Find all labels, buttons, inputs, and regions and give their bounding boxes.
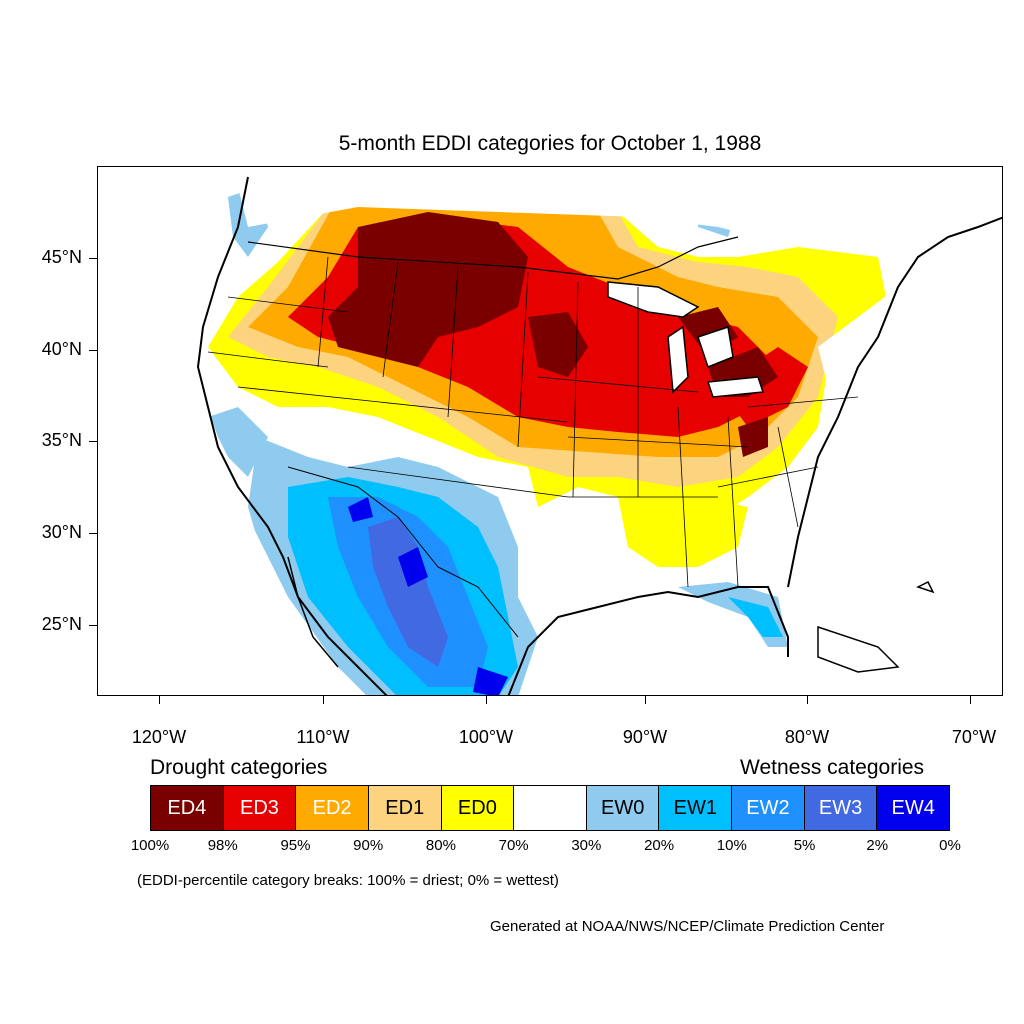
mexico-border	[287, 466, 519, 638]
break-label: 10%	[716, 837, 747, 854]
legend-box-ed4: ED4	[151, 786, 224, 830]
legend-box-ed3: ED3	[223, 786, 297, 830]
legend-box-ed0: ED0	[441, 786, 515, 830]
legend-box-ew2: EW2	[732, 786, 805, 830]
break-label: 2%	[866, 837, 889, 854]
wet-region-florida-ew1	[728, 597, 783, 637]
x-tick-label: 70°W	[951, 727, 997, 747]
map-plot-area	[97, 166, 1003, 696]
wet-region-ew4	[348, 497, 508, 695]
x-tick-label: 80°W	[784, 727, 830, 747]
gulf-of-mexico	[518, 587, 798, 695]
x-tickmark	[807, 696, 808, 704]
gulf-coastline	[507, 586, 789, 695]
caribbean-islands	[817, 580, 935, 673]
break-label: 98%	[207, 837, 238, 854]
x-tickmark	[645, 696, 646, 704]
legend-box-ew0: EW0	[586, 786, 660, 830]
y-tickmark	[89, 258, 97, 259]
y-tickmark	[89, 441, 97, 442]
baja-coast	[287, 556, 339, 668]
legend-box-normal	[514, 786, 587, 830]
break-label: 90%	[353, 837, 384, 854]
drought-ed0-southeast	[618, 497, 748, 567]
drought-categories-heading: Drought categories	[150, 756, 328, 779]
x-tickmark	[486, 696, 487, 704]
map-title: 5-month EDDI categories for October 1, 1…	[338, 132, 762, 155]
atlantic-ocean	[798, 267, 1002, 695]
x-tick-label: 90°W	[622, 727, 668, 747]
atlantic-coastline	[787, 216, 1002, 588]
canada-north	[228, 167, 1002, 247]
x-tick-label: 120°W	[131, 727, 187, 747]
y-tick-label: 45°N	[41, 247, 82, 267]
x-tickmark	[970, 696, 971, 704]
y-tick-label: 35°N	[41, 430, 82, 450]
break-label: 80%	[425, 837, 456, 854]
x-tickmark	[159, 696, 160, 704]
break-label: 20%	[644, 837, 675, 854]
eddi-map	[98, 167, 1002, 695]
break-label: 70%	[498, 837, 529, 854]
wet-region-ew3	[368, 517, 448, 667]
wetness-categories-heading: Wetness categories	[740, 756, 925, 779]
category-note: (EDDI-percentile category breaks: 100% =…	[137, 872, 559, 889]
break-label: 95%	[280, 837, 311, 854]
break-label: 5%	[793, 837, 816, 854]
legend-box-ew4: EW4	[877, 786, 950, 830]
y-tickmark	[89, 350, 97, 351]
wet-region-california	[208, 407, 268, 477]
legend-box-ew3: EW3	[804, 786, 878, 830]
drought-ed4	[328, 212, 528, 367]
y-tick-label: 40°N	[41, 339, 82, 359]
break-label: 100%	[130, 837, 170, 854]
great-lakes	[607, 281, 765, 398]
y-tickmark	[89, 533, 97, 534]
legend-box-ew1: EW1	[659, 786, 733, 830]
legend-box-ed2: ED2	[296, 786, 369, 830]
state-boundaries	[207, 256, 859, 588]
x-tick-label: 110°W	[296, 727, 350, 747]
canada-border	[247, 236, 739, 280]
y-tick-label: 30°N	[41, 522, 82, 542]
legend-box-ed1: ED1	[368, 786, 442, 830]
break-label: 30%	[571, 837, 602, 854]
x-tick-label: 100°W	[458, 727, 514, 747]
credit-line: Generated at NOAA/NWS/NCEP/Climate Predi…	[490, 918, 885, 935]
x-tickmark	[323, 696, 324, 704]
category-legend: ED4 ED3 ED2 ED1 ED0 EW0 EW1 EW2 EW3 EW4	[150, 785, 950, 831]
pacific-ocean	[98, 167, 366, 695]
coastline	[196, 176, 388, 695]
y-tick-label: 25°N	[41, 614, 82, 634]
break-label: 0%	[939, 837, 961, 854]
y-tickmark	[89, 625, 97, 626]
